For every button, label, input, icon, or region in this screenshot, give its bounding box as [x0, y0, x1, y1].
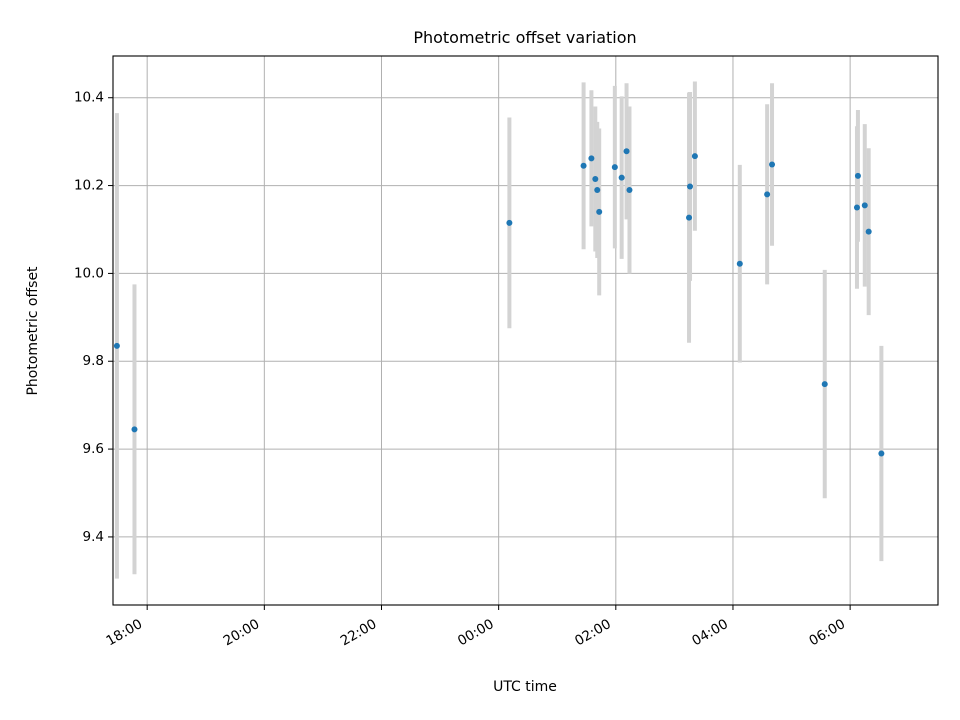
data-points	[113, 148, 885, 457]
data-point	[878, 450, 885, 457]
data-point	[592, 175, 599, 182]
data-point	[861, 202, 868, 209]
chart-title: Photometric offset variation	[413, 28, 636, 47]
y-tick-label: 10.2	[74, 178, 104, 194]
y-axis-label: Photometric offset	[25, 266, 41, 396]
data-point	[865, 228, 872, 235]
data-point	[691, 153, 698, 160]
y-tick-label: 9.4	[83, 529, 104, 545]
data-point	[623, 148, 630, 155]
y-tick-label: 10.0	[74, 265, 104, 281]
grid	[113, 56, 938, 605]
data-point	[580, 162, 587, 169]
y-tick-label: 9.8	[83, 353, 104, 369]
y-tick-label: 10.4	[74, 90, 104, 106]
data-point	[506, 219, 513, 226]
data-point	[626, 186, 633, 193]
data-point	[596, 208, 603, 215]
data-point	[821, 381, 828, 388]
data-point	[686, 214, 693, 221]
data-point	[611, 164, 618, 171]
data-point	[618, 174, 625, 181]
data-point	[853, 204, 860, 211]
data-point	[131, 426, 138, 433]
data-point	[854, 172, 861, 179]
data-point	[594, 186, 601, 193]
data-point	[769, 161, 776, 168]
x-axis-label: UTC time	[493, 679, 557, 695]
y-tick-label: 9.6	[83, 441, 104, 457]
data-point	[113, 342, 120, 349]
data-point	[588, 155, 595, 162]
y-axis-ticks: 9.4 9.6 9.8 10.0 10.2 10.4	[74, 90, 113, 545]
plot-frame	[112, 55, 939, 606]
data-point	[736, 260, 743, 267]
data-point	[764, 191, 771, 198]
data-point	[687, 183, 694, 190]
